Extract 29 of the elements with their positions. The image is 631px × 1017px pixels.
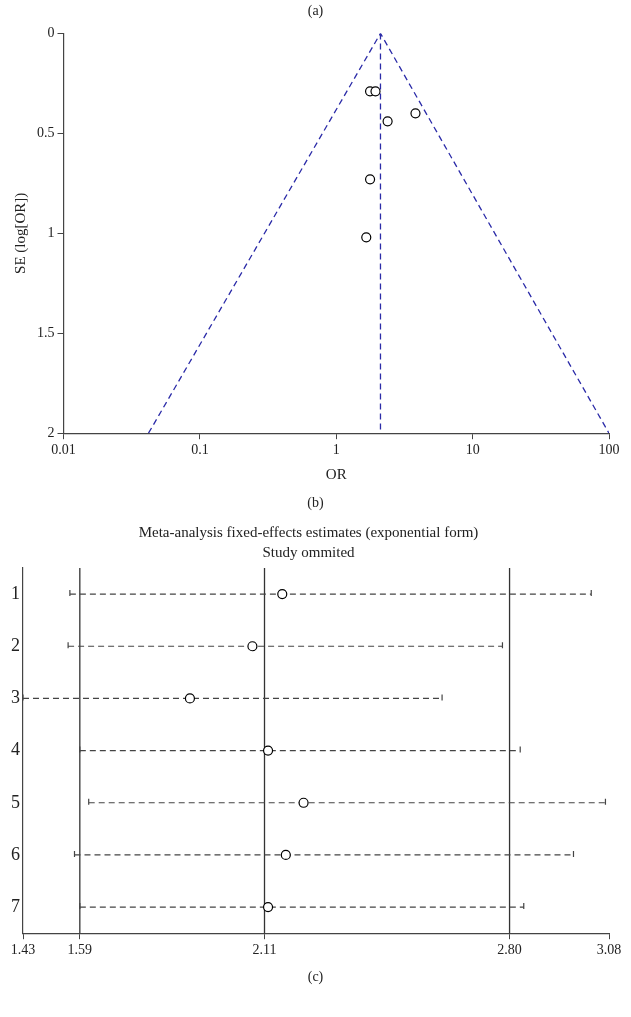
x-tick-label: 2.11	[252, 942, 277, 958]
chart-title: Meta-analysis fixed-effects estimates (exponential form)	[138, 523, 479, 541]
y-tick-label: 2	[11, 634, 20, 655]
y-tick-label: 0.5	[37, 125, 55, 141]
x-tick-label: 2.80	[497, 942, 522, 958]
x-tick-label: 1.59	[67, 942, 93, 958]
x-tick-label: 0.01	[51, 442, 76, 458]
y-tick-label: 4	[11, 739, 20, 760]
y-tick-label: 2	[47, 424, 55, 440]
text: (c)	[306, 968, 325, 986]
x-tick-label: 100	[598, 442, 620, 458]
x-tick-label: 0.1	[191, 442, 209, 458]
y-tick-label: 6	[11, 843, 20, 864]
x-axis-title: OR	[325, 465, 347, 482]
y-tick-label: 3	[11, 687, 20, 708]
y-tick-label: 7	[11, 895, 20, 916]
y-tick-label: 5	[11, 791, 20, 812]
text: (b)	[306, 494, 325, 512]
y-tick-label: 1	[11, 582, 20, 603]
x-tick-label: 3.08	[596, 942, 622, 958]
y-axis-title: SE (log[OR])	[11, 192, 29, 274]
text: (a)	[306, 2, 325, 20]
y-tick-label: 1.5	[37, 324, 55, 340]
y-tick-label: 1	[47, 224, 55, 240]
y-tick-label: 0	[47, 25, 55, 41]
chart-subtitle: Study ommited	[262, 543, 356, 560]
x-tick-label: 10	[465, 442, 480, 458]
x-tick-label: 1.43	[10, 942, 36, 958]
x-tick-label: 1	[332, 442, 340, 458]
